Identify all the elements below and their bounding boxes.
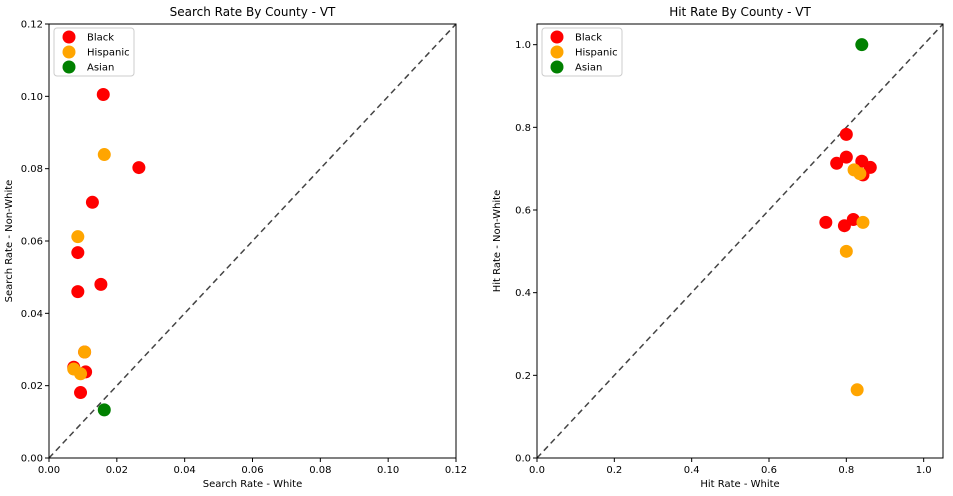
- point-black-3: [85, 195, 99, 209]
- x-tick-label: 0.2: [606, 465, 622, 476]
- y-tick-label: 0.00: [21, 454, 43, 465]
- y-tick-label: 0.02: [21, 381, 43, 392]
- y-tick-label: 0.0: [515, 454, 531, 465]
- y-tick-label: 0.4: [515, 288, 531, 299]
- y-tick-label: 0.2: [515, 371, 531, 382]
- legend-marker-hispanic: [62, 45, 76, 59]
- y-tick-label: 1.0: [515, 40, 531, 51]
- legend-label-hispanic: Hispanic: [575, 48, 618, 59]
- point-black-1: [839, 127, 853, 141]
- legend-label-asian: Asian: [575, 63, 602, 74]
- legend-label-black: Black: [87, 33, 114, 44]
- x-tick-label: 0.02: [106, 465, 128, 476]
- point-black-5: [71, 285, 85, 299]
- point-black-7: [819, 215, 833, 229]
- legend-label-asian: Asian: [87, 63, 114, 74]
- point-hispanic-3: [78, 345, 92, 359]
- x-tick-label: 0.10: [377, 465, 399, 476]
- legend-label-hispanic: Hispanic: [87, 48, 130, 59]
- x-tick-label: 0.06: [241, 465, 263, 476]
- point-black-6: [94, 277, 108, 291]
- point-black-3: [839, 150, 853, 164]
- x-tick-label: 1.0: [916, 465, 932, 476]
- chart-2: 0.0 0.2 0.4 0.6 0.8 1.0 0.0 0.2 0.4 0.6 0.8 1.0 Hit …: [492, 5, 944, 490]
- legend-marker-hispanic: [550, 45, 564, 59]
- y-axis-label: Search Rate - Non-White: [4, 180, 15, 303]
- point-hispanic-5: [850, 383, 864, 397]
- y-tick-label: 0.06: [21, 237, 43, 248]
- legend: Black Hispanic Asian: [541, 27, 623, 77]
- point-black-2: [132, 161, 146, 175]
- legend-marker-asian: [550, 60, 564, 74]
- diagonal-reference-line: [536, 23, 944, 459]
- x-tick-label: 0.04: [174, 465, 196, 476]
- y-tick-label: 0.04: [21, 309, 43, 320]
- point-black-2: [830, 156, 844, 170]
- legend: Black Hispanic Asian: [53, 27, 135, 77]
- chart-1: 0.00 0.02 0.04 0.06 0.08 0.10 0.12 0.00 0.02 0.04…: [4, 5, 467, 490]
- legend-marker-asian: [62, 60, 76, 74]
- point-hispanic-1: [97, 148, 111, 162]
- chart-title: Hit Rate By County - VT: [669, 5, 811, 19]
- y-tick-label: 0.12: [21, 20, 43, 31]
- y-tick-label: 0.10: [21, 92, 43, 103]
- point-hispanic-4: [839, 244, 853, 258]
- legend-marker-black: [62, 30, 76, 44]
- point-black-1: [96, 88, 110, 102]
- axes-frame: [536, 23, 944, 459]
- point-asian-1: [855, 38, 869, 52]
- point-hispanic-2: [853, 167, 867, 181]
- point-hispanic-3: [856, 215, 870, 229]
- point-hispanic-5: [74, 367, 88, 381]
- x-tick-label: 0.6: [761, 465, 777, 476]
- x-tick-label: 0.4: [684, 465, 700, 476]
- x-tick-label: 0.0: [529, 465, 545, 476]
- x-tick-label: 0.08: [309, 465, 331, 476]
- x-tick-label: 0.12: [445, 465, 467, 476]
- x-axis-label: Search Rate - White: [203, 479, 303, 490]
- y-tick-label: 0.6: [515, 206, 531, 217]
- x-tick-label: 0.00: [38, 465, 60, 476]
- y-tick-label: 0.08: [21, 164, 43, 175]
- point-asian-1: [97, 403, 111, 417]
- legend-marker-black: [550, 30, 564, 44]
- chart-title: Search Rate By County - VT: [170, 5, 336, 19]
- point-black-4: [71, 246, 85, 260]
- x-axis-label: Hit Rate - White: [700, 479, 779, 490]
- legend-label-black: Black: [575, 33, 602, 44]
- point-hispanic-2: [71, 230, 85, 244]
- x-tick-label: 0.8: [838, 465, 854, 476]
- y-axis-label: Hit Rate - Non-White: [492, 190, 503, 293]
- y-tick-label: 0.8: [515, 123, 531, 134]
- point-black-10: [74, 386, 88, 400]
- diagonal-reference-line: [48, 23, 457, 459]
